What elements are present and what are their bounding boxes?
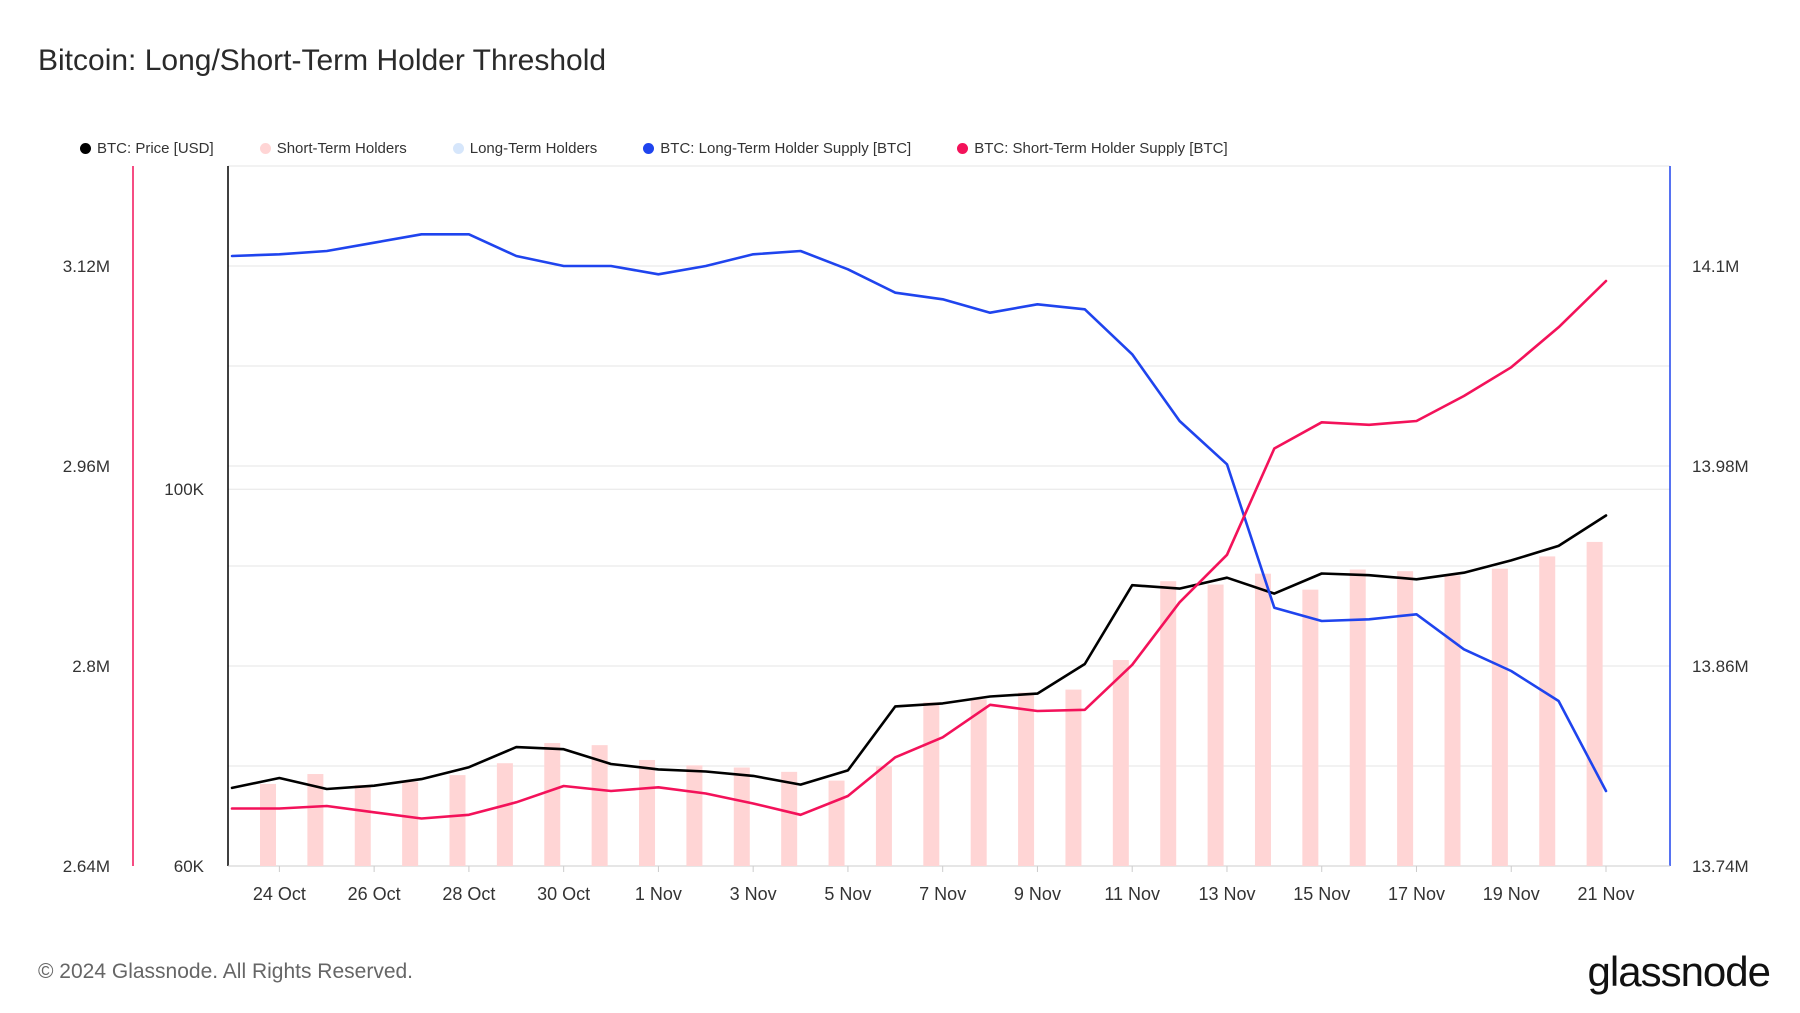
sth-bar [1397,571,1414,866]
sth-bar [1302,589,1319,866]
sth-bar [1349,569,1366,866]
y-tick-label-right: 13.74M [1692,857,1749,876]
x-tick-label: 26 Oct [348,884,401,904]
sth-bar [970,699,987,866]
x-tick-label: 24 Oct [253,884,306,904]
legend: BTC: Price [USD] Short-Term Holders Long… [80,140,1274,157]
chart-title: Bitcoin: Long/Short-Term Holder Threshol… [38,44,607,77]
y-tick-label-left: 2.64M [63,857,110,876]
x-tick-label: 15 Nov [1293,884,1350,904]
sth-bar [781,771,798,866]
sth-bar [828,780,845,866]
sth-bar [1018,692,1035,866]
legend-dot-lth-supply [643,143,655,154]
y-tick-label-left: 2.8M [72,657,110,676]
legend-item-short-term-holders[interactable]: Short-Term Holders [259,140,407,157]
sth-bar [1160,581,1177,866]
sth-bar [449,775,466,866]
x-tick-label: 13 Nov [1198,884,1255,904]
sth-bar [1207,584,1224,866]
glassnode-logo: glassnode [1587,948,1771,995]
copyright-footer: © 2024 Glassnode. All Rights Reserved. [38,960,414,983]
sth-bar [1586,541,1603,866]
legend-dot-short-term-holders [259,143,271,154]
x-tick-label: 5 Nov [824,884,871,904]
sth-bar [496,763,513,866]
y-tick-label-right: 13.86M [1692,657,1749,676]
legend-item-sth-supply[interactable]: BTC: Short-Term Holder Supply [BTC] [957,140,1228,157]
sth-bar [354,785,371,866]
sth-bar [307,774,324,866]
x-tick-label: 9 Nov [1014,884,1061,904]
x-tick-label: 19 Nov [1483,884,1540,904]
sth-bar [591,745,608,866]
sth-bar [923,702,940,866]
sth-bar [1254,573,1271,866]
sth-bar [1491,568,1508,866]
legend-label-sth-supply: BTC: Short-Term Holder Supply [BTC] [974,140,1228,157]
sth-bar [875,766,892,866]
x-tick-label: 7 Nov [919,884,966,904]
x-tick-label: 3 Nov [730,884,777,904]
sth-supply-line [230,279,1608,820]
sth-bar [639,759,656,866]
sth-bar [260,783,276,866]
y-tick-label-right: 14.1M [1692,257,1739,276]
x-tick-label: 17 Nov [1388,884,1445,904]
price-line [230,514,1608,791]
sth-bar [733,767,750,866]
legend-dot-sth-supply [957,143,969,154]
sth-bar [1112,660,1129,866]
x-tick-label: 28 Oct [442,884,495,904]
lth-supply-line [230,233,1608,793]
x-tick-label: 1 Nov [635,884,682,904]
y-tick-label-left: 2.96M [63,457,110,476]
sth-bar [402,781,419,866]
legend-item-long-term-holders[interactable]: Long-Term Holders [452,140,598,157]
sth-bar [1444,575,1461,866]
legend-label-lth-supply: BTC: Long-Term Holder Supply [BTC] [660,140,912,157]
legend-item-price[interactable]: BTC: Price [USD] [80,140,214,157]
x-tick-label: 11 Nov [1104,884,1160,904]
legend-dot-price [80,143,91,154]
x-tick-label: 21 Nov [1577,884,1634,904]
sth-bar [1539,556,1556,866]
legend-label-short-term-holders: Short-Term Holders [276,140,407,157]
y-tick-label-price: 100K [164,480,204,499]
y-tick-label-left: 3.12M [63,257,110,276]
sth-bar [544,743,561,866]
sth-bar [1065,689,1082,866]
x-tick-label: 30 Oct [537,884,590,904]
legend-label-price: BTC: Price [USD] [97,140,214,157]
legend-label-long-term-holders: Long-Term Holders [469,140,598,157]
y-tick-label-right: 13.98M [1692,457,1749,476]
legend-item-lth-supply[interactable]: BTC: Long-Term Holder Supply [BTC] [643,140,911,157]
legend-dot-long-term-holders [452,143,464,154]
sth-bar [686,765,703,866]
y-tick-label-price: 60K [174,857,205,876]
